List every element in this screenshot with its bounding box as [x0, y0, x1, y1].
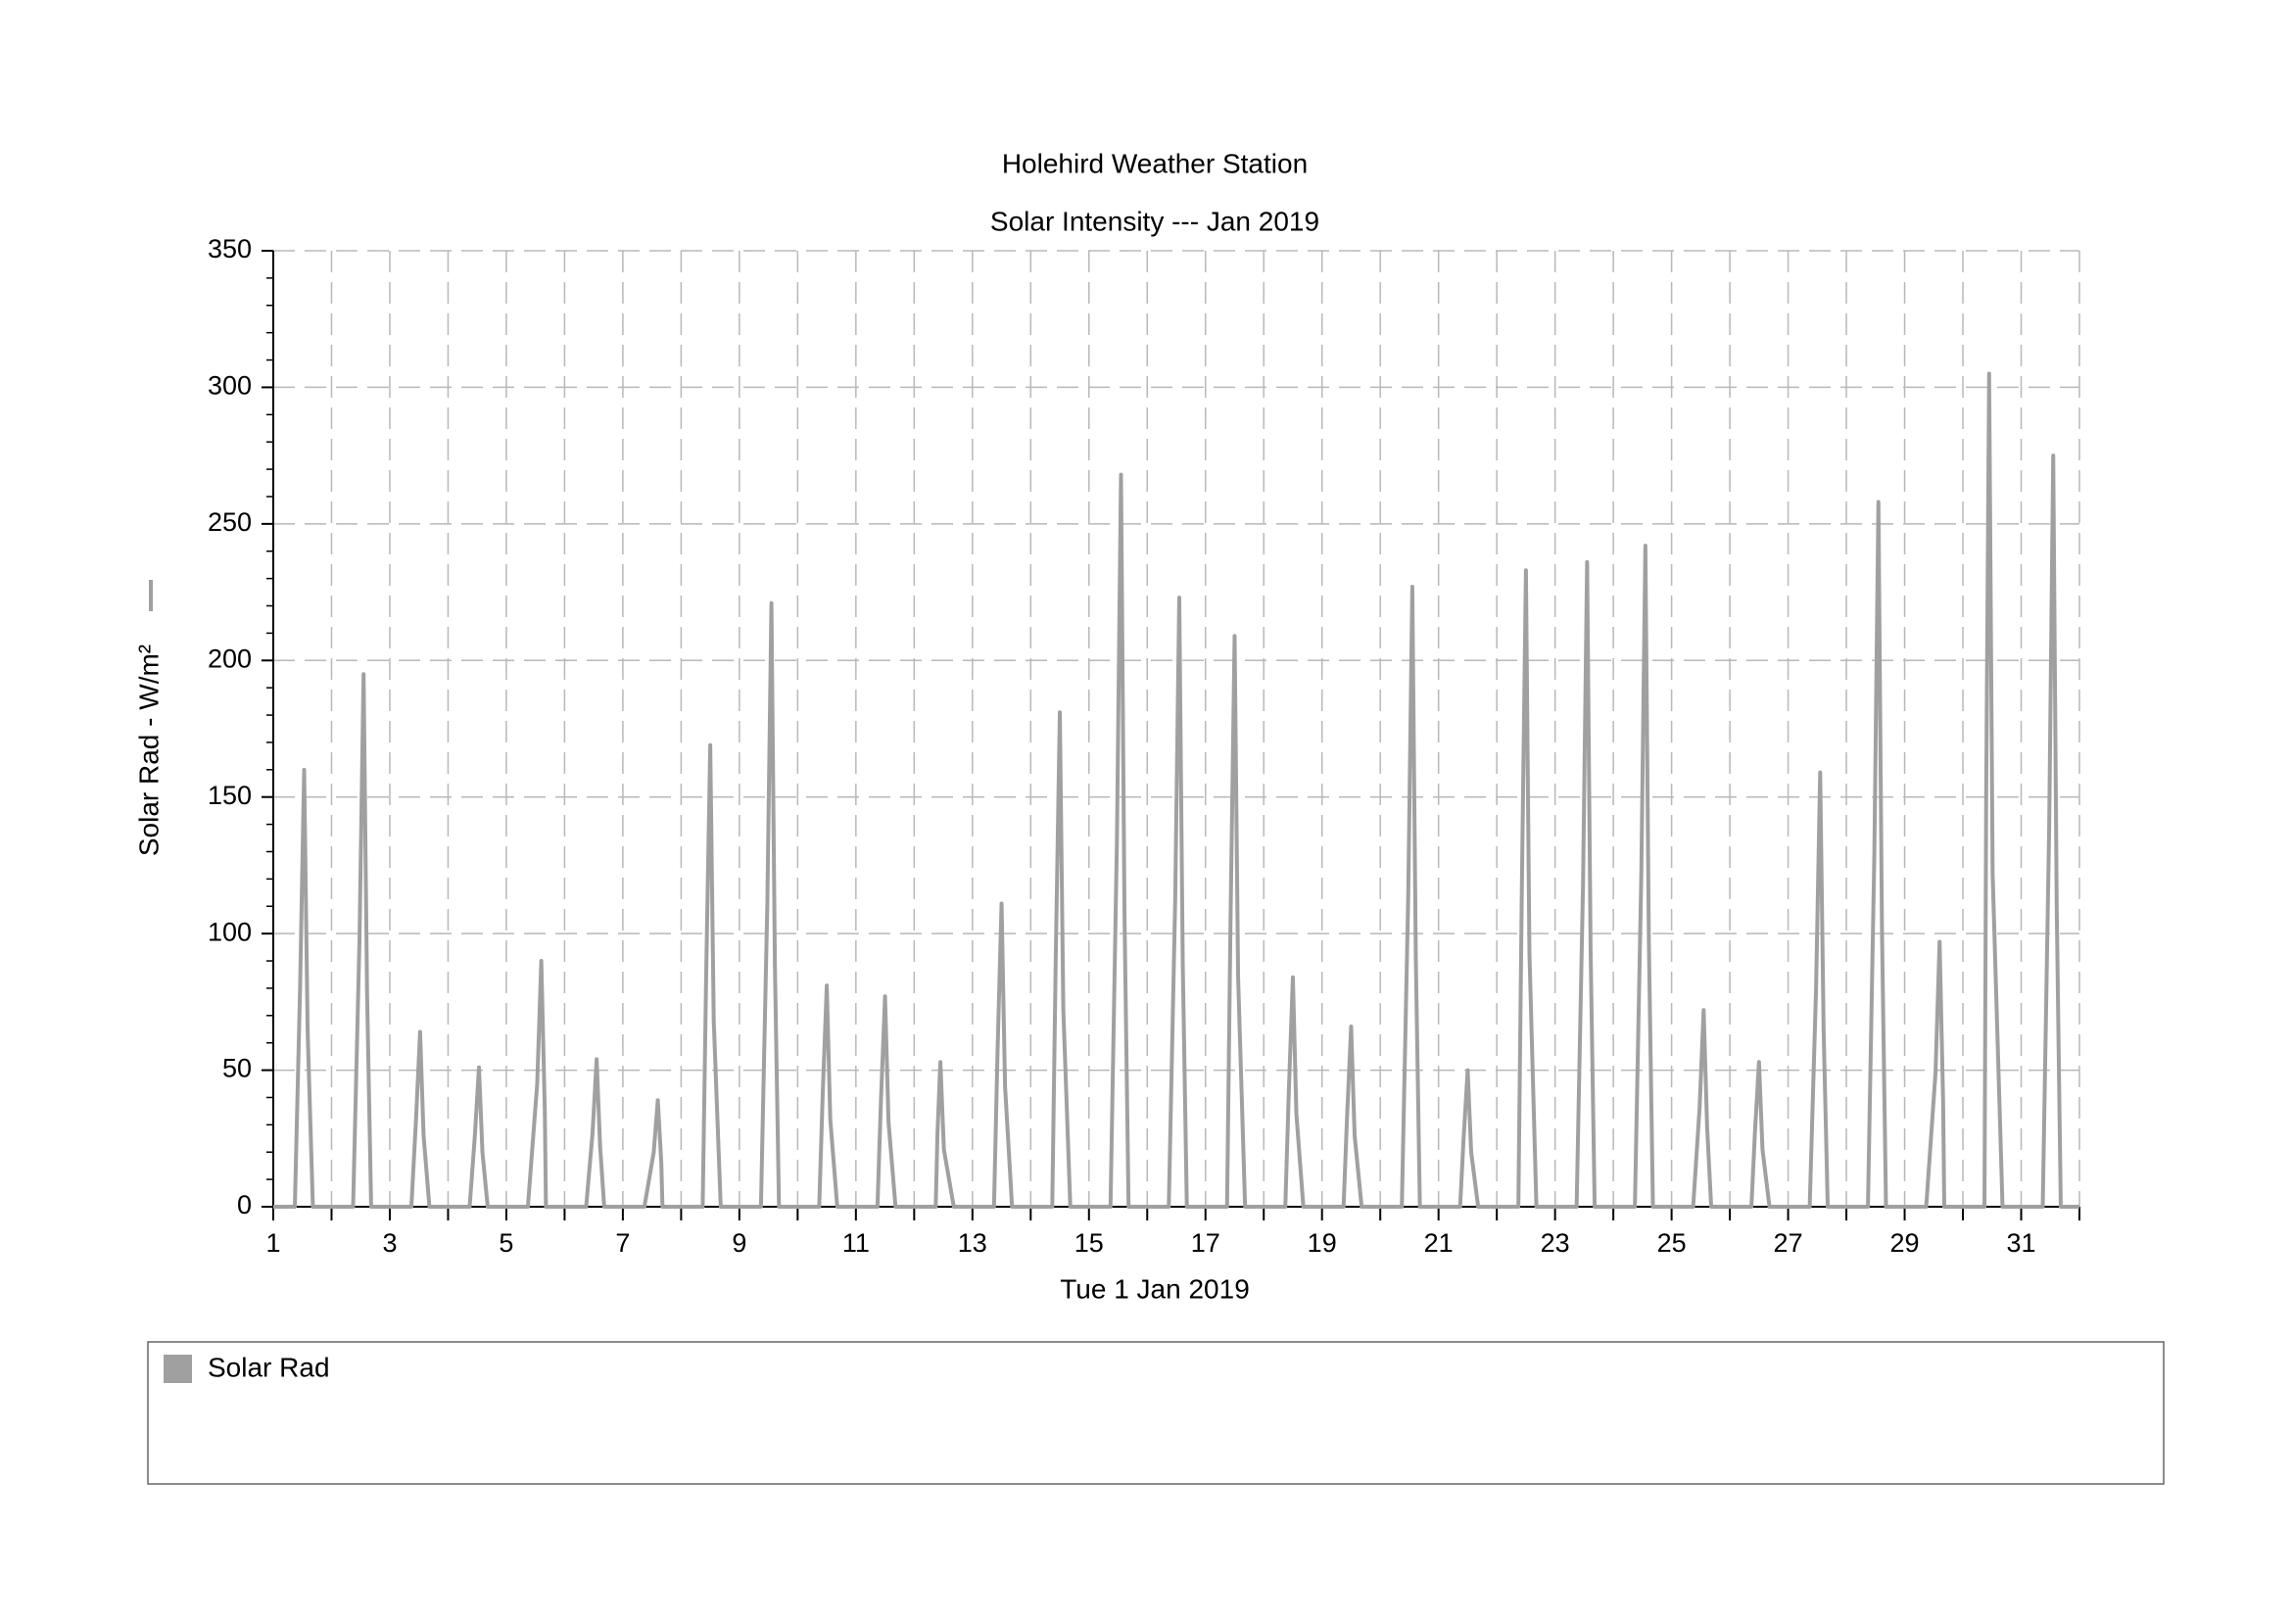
x-tick-label: 29: [1890, 1228, 1920, 1258]
y-axis-label: Solar Rad - W/m²: [133, 645, 164, 856]
x-tick-label: 13: [958, 1228, 987, 1258]
y-tick-label: 0: [237, 1190, 252, 1219]
x-tick-label: 17: [1191, 1228, 1220, 1258]
legend-swatch: [164, 1355, 192, 1383]
x-tick-label: 21: [1424, 1228, 1454, 1258]
legend-box: [147, 1341, 2165, 1485]
y-tick-label: 50: [222, 1054, 252, 1083]
chart-title: Holehird Weather Station: [1002, 148, 1308, 178]
x-tick-label: 3: [382, 1228, 397, 1258]
x-tick-label: 31: [2006, 1228, 2035, 1258]
x-tick-label: 23: [1541, 1228, 1570, 1258]
x-tick-label: 7: [615, 1228, 630, 1258]
x-tick-label: 25: [1657, 1228, 1687, 1258]
x-tick-label: 9: [732, 1228, 746, 1258]
x-tick-label: 19: [1308, 1228, 1337, 1258]
x-axis-label: Tue 1 Jan 2019: [1060, 1273, 1250, 1304]
x-tick-label: 27: [1774, 1228, 1803, 1258]
y-tick-label: 200: [208, 644, 252, 673]
legend-label: Solar Rad: [208, 1352, 330, 1382]
y-tick-label: 100: [208, 917, 252, 946]
x-tick-label: 11: [842, 1228, 870, 1258]
x-tick-label: 1: [265, 1228, 280, 1258]
chart-subtitle: Solar Intensity --- Jan 2019: [990, 206, 1319, 236]
y-tick-label: 350: [208, 234, 252, 263]
y-tick-label: 250: [208, 507, 252, 537]
y-tick-label: 150: [208, 781, 252, 810]
x-tick-label: 5: [499, 1228, 513, 1258]
series-line: [273, 371, 2079, 1209]
x-tick-label: 15: [1074, 1228, 1104, 1258]
y-tick-label: 300: [208, 371, 252, 401]
legend: Solar Rad: [164, 1352, 330, 1383]
